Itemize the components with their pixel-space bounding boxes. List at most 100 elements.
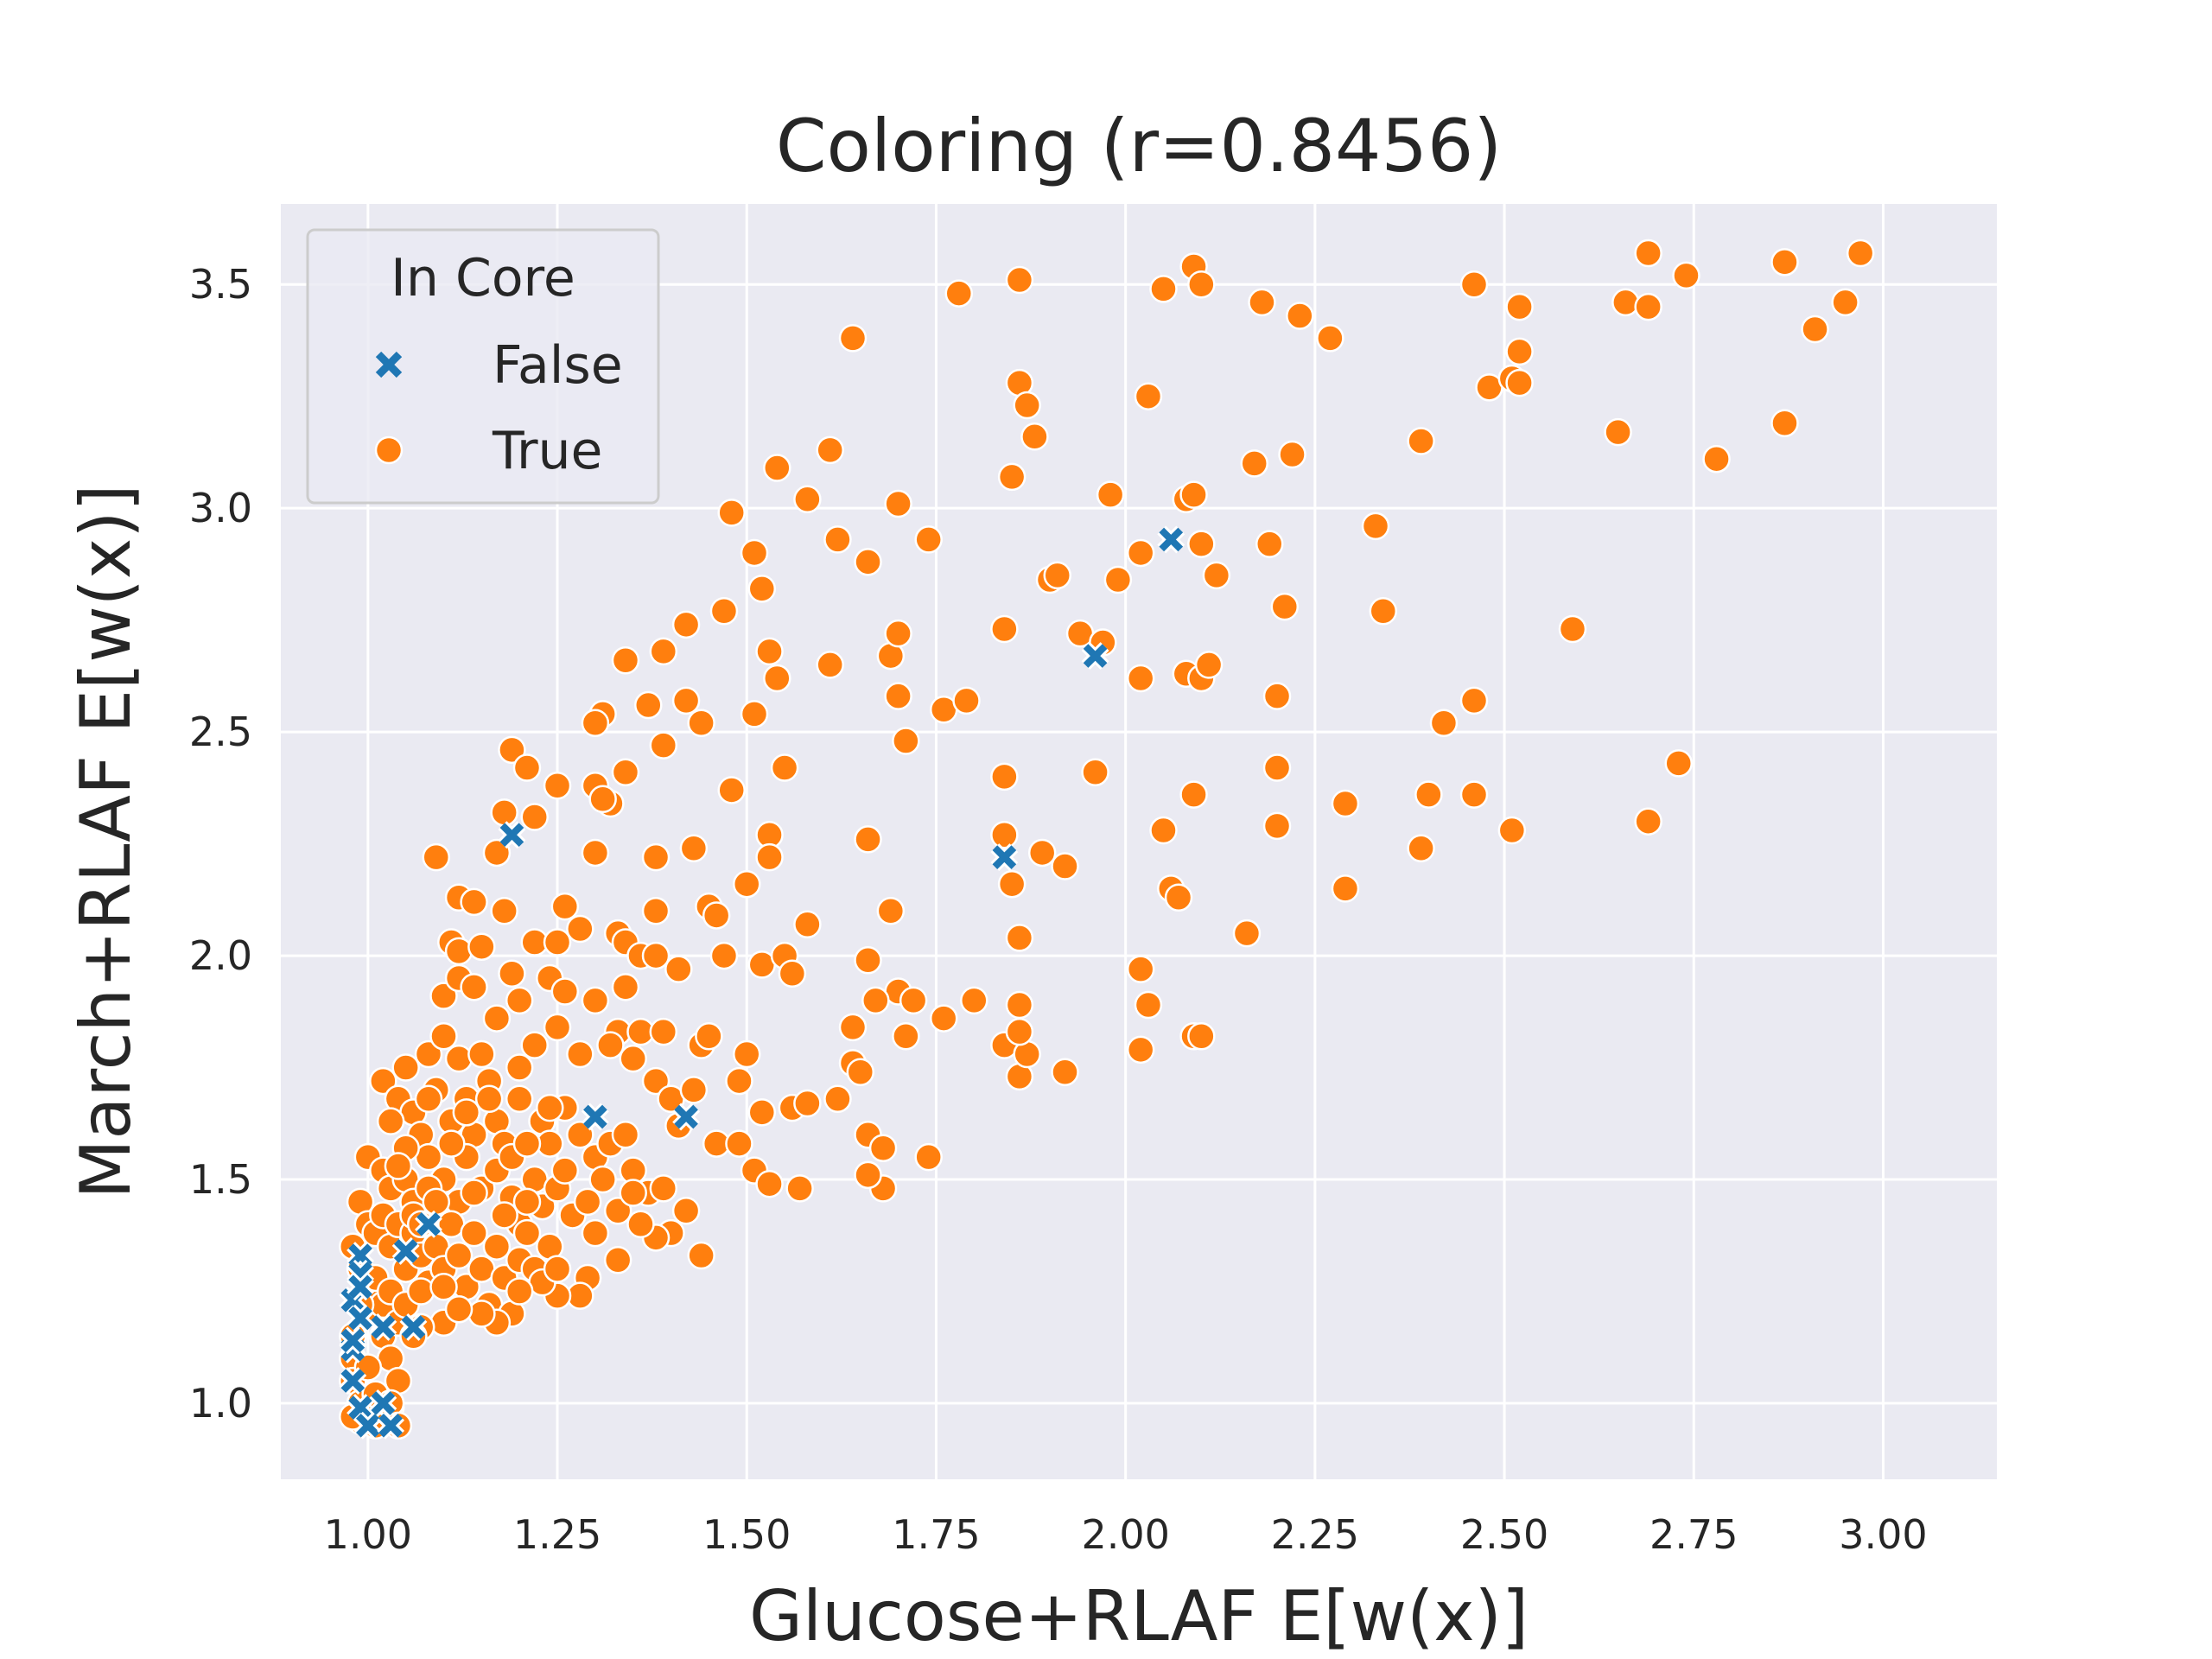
- data-point-true: [717, 499, 746, 527]
- data-point-true: [709, 597, 739, 626]
- data-point-true: [437, 1129, 466, 1158]
- data-point-true: [596, 1031, 625, 1059]
- data-point-true: [725, 1066, 753, 1096]
- data-point-true: [1407, 427, 1435, 455]
- data-point-false-mark: [499, 823, 524, 848]
- data-point-true: [1232, 918, 1262, 948]
- x-tick-labels: 1.00 1.25 1.50 1.75 2.00 2.25 2.50 2.75 3.00: [324, 1511, 1928, 1558]
- data-point-false-mark: [356, 1414, 380, 1438]
- data-point-true: [649, 731, 678, 760]
- data-point-true: [778, 959, 807, 988]
- data-point-true: [785, 1174, 814, 1203]
- data-point-true: [892, 727, 920, 755]
- data-point-true: [520, 803, 549, 831]
- data-point-true: [641, 941, 671, 970]
- data-point-true: [793, 485, 822, 514]
- data-point-true: [1126, 538, 1155, 568]
- data-point-true: [467, 932, 496, 961]
- data-point-true: [1126, 955, 1155, 983]
- data-point-true: [1005, 924, 1034, 952]
- data-point-true: [1179, 480, 1208, 509]
- x-tick-label: 3.00: [1839, 1511, 1927, 1558]
- data-point-true: [854, 945, 882, 975]
- data-point-true: [619, 1044, 647, 1073]
- y-tick-label: 2.5: [189, 709, 252, 755]
- data-point-true: [422, 842, 450, 872]
- data-point-false-mark: [371, 1315, 396, 1339]
- data-point-true: [611, 1120, 640, 1149]
- data-point-true: [550, 977, 580, 1006]
- data-point-true: [566, 1039, 594, 1069]
- data-point-true: [755, 842, 784, 872]
- data-point-true: [952, 686, 981, 715]
- legend-entry-true: True: [492, 421, 602, 481]
- data-point-true: [1149, 816, 1178, 845]
- data-point-true: [1262, 753, 1292, 782]
- data-point-true: [1331, 789, 1360, 818]
- data-point-false: [339, 1367, 367, 1395]
- data-point-true: [474, 1084, 504, 1114]
- data-point-true: [1846, 238, 1875, 268]
- data-point-true: [1407, 834, 1435, 863]
- data-point-true: [997, 462, 1027, 492]
- data-point-true: [603, 1197, 632, 1225]
- data-point-false-mark: [340, 1369, 365, 1393]
- data-point-true: [1611, 288, 1640, 317]
- data-point-true: [1604, 417, 1632, 447]
- x-tick-label: 2.25: [1271, 1511, 1359, 1558]
- data-point-false-mark: [348, 1274, 372, 1300]
- data-point-true: [641, 897, 671, 925]
- y-axis-label: March+RLAF E[w(x)]: [66, 484, 146, 1198]
- data-point-true: [429, 1273, 458, 1301]
- data-point-true: [793, 910, 822, 939]
- data-point-true: [717, 776, 746, 804]
- data-point-true: [543, 1013, 572, 1042]
- data-point-true: [581, 986, 610, 1015]
- data-point-true: [649, 637, 678, 666]
- data-point-true: [505, 1053, 534, 1082]
- data-point-true: [1459, 780, 1489, 809]
- data-point-true: [868, 1134, 898, 1163]
- data-point-true: [414, 1084, 443, 1114]
- data-point-true: [391, 1053, 420, 1082]
- data-point-true: [990, 820, 1019, 849]
- data-point-true: [467, 1300, 496, 1328]
- data-point-true: [892, 1022, 920, 1051]
- data-point-true: [671, 686, 701, 715]
- data-point-true: [1316, 324, 1344, 353]
- data-point-true: [1187, 530, 1216, 558]
- data-point-true: [505, 1277, 534, 1306]
- data-point-false: [498, 821, 526, 849]
- data-point-true: [997, 869, 1027, 899]
- data-point-true: [679, 1076, 709, 1104]
- x-axis-label: Glucose+RLAF E[w(x)]: [749, 1576, 1529, 1656]
- data-point-true: [376, 1107, 405, 1135]
- data-point-true: [1202, 561, 1231, 590]
- data-point-true: [1634, 292, 1662, 321]
- data-point-true: [1634, 807, 1662, 836]
- y-tick-label: 1.5: [189, 1156, 252, 1203]
- data-point-true: [990, 762, 1019, 791]
- data-point-true: [641, 1066, 671, 1096]
- x-tick-label: 1.75: [892, 1511, 980, 1558]
- data-point-true: [512, 1187, 542, 1217]
- data-point-true: [649, 1174, 678, 1203]
- data-point-true: [1331, 874, 1360, 903]
- data-point-true: [702, 901, 731, 930]
- data-point-true: [536, 1093, 564, 1122]
- data-point-true: [573, 1187, 602, 1217]
- data-point-true: [611, 758, 640, 786]
- data-point-true: [1672, 261, 1700, 290]
- data-point-true: [482, 1232, 512, 1261]
- data-point-true: [406, 1277, 435, 1306]
- data-point-true: [1134, 382, 1163, 410]
- data-point-true: [1270, 592, 1300, 621]
- data-point-true: [914, 525, 943, 554]
- data-point-true: [1831, 288, 1859, 317]
- data-point-true: [899, 986, 928, 1015]
- data-point-true: [482, 1004, 512, 1033]
- y-tick-label: 3.5: [189, 261, 252, 308]
- data-point-true: [581, 1218, 610, 1248]
- data-point-true: [512, 1129, 542, 1158]
- data-point-true: [611, 646, 640, 675]
